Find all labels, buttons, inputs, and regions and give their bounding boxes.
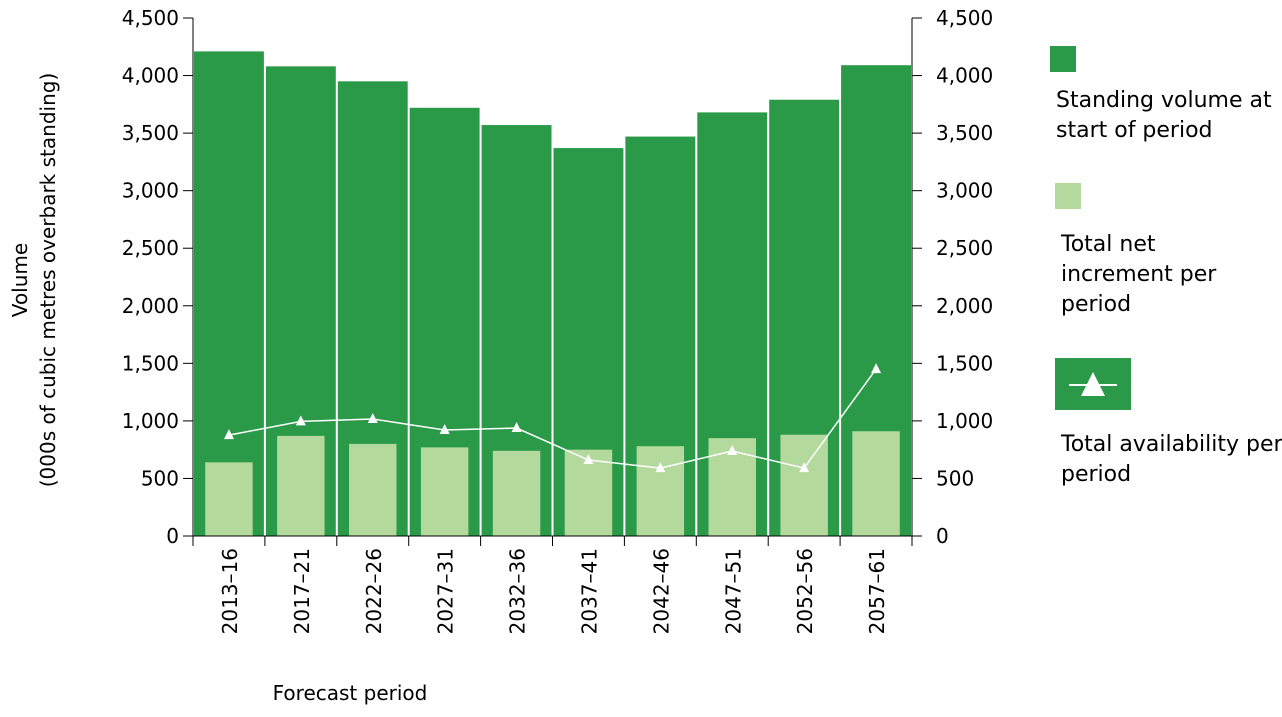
bar bbox=[636, 446, 685, 536]
x-tick-label: 2057–61 bbox=[865, 548, 889, 634]
y2-tick-label: 4,500 bbox=[936, 6, 993, 30]
x-tick-label: 2052–56 bbox=[793, 548, 817, 634]
marker bbox=[223, 429, 234, 440]
y-tick-label: 4,500 bbox=[122, 6, 179, 30]
bar bbox=[349, 443, 397, 536]
y2-tick-label: 500 bbox=[936, 466, 974, 490]
marker bbox=[367, 413, 378, 424]
y-tick-label: 1,500 bbox=[122, 351, 179, 375]
marker bbox=[655, 462, 666, 473]
legend-label: Total net increment per period bbox=[1061, 232, 1217, 317]
x-tick-label: 2013–16 bbox=[218, 548, 242, 634]
marker bbox=[295, 415, 306, 426]
legend-label: Total availability per period bbox=[1061, 432, 1282, 487]
y-tick-label: 0 bbox=[166, 524, 179, 548]
y-tick-label: 3,500 bbox=[122, 121, 179, 145]
y2-tick-label: 0 bbox=[936, 524, 949, 548]
x-axis-title: Forecast period bbox=[273, 681, 428, 705]
x-tick-label: 2017–21 bbox=[290, 548, 314, 634]
y-tick-label: 2,500 bbox=[122, 236, 179, 260]
marker bbox=[439, 423, 450, 434]
marker bbox=[583, 454, 594, 465]
y2-tick-label: 2,500 bbox=[936, 236, 993, 260]
bar bbox=[780, 434, 828, 536]
x-tick-label: 2037–41 bbox=[577, 548, 601, 634]
y2-tick-label: 3,000 bbox=[936, 179, 993, 203]
marker bbox=[871, 363, 882, 374]
line bbox=[228, 368, 877, 469]
marker bbox=[727, 445, 738, 456]
x-tick-label: 2027–31 bbox=[434, 548, 458, 634]
y2-tick-label: 1,000 bbox=[936, 409, 993, 433]
y-axis-title: Volume bbox=[8, 243, 32, 317]
y-tick-label: 3,000 bbox=[122, 179, 179, 203]
marker bbox=[799, 462, 810, 473]
y2-tick-label: 4,000 bbox=[936, 64, 993, 88]
marker bbox=[511, 422, 522, 433]
y-tick-label: 500 bbox=[141, 466, 179, 490]
legend-swatch bbox=[1050, 46, 1076, 72]
y-tick-label: 1,000 bbox=[122, 409, 179, 433]
legend-swatch bbox=[1055, 183, 1081, 209]
legend-label: Standing volume at start of period bbox=[1056, 88, 1272, 143]
bar bbox=[420, 447, 469, 536]
bar bbox=[277, 435, 325, 536]
x-tick-label: 2032–36 bbox=[506, 548, 530, 634]
bar bbox=[564, 449, 613, 536]
bar bbox=[205, 462, 253, 536]
bar bbox=[492, 450, 541, 536]
x-tick-label: 2022–26 bbox=[362, 548, 386, 634]
y-tick-label: 4,000 bbox=[122, 64, 179, 88]
legend-swatch-marker bbox=[1081, 372, 1105, 396]
y2-tick-label: 3,500 bbox=[936, 121, 993, 145]
y2-tick-label: 2,000 bbox=[936, 294, 993, 318]
bar bbox=[852, 431, 900, 536]
y-axis-title: (000s of cubic metres overbark standing) bbox=[36, 73, 60, 488]
bar bbox=[194, 51, 264, 536]
x-tick-label: 2047–51 bbox=[721, 548, 745, 634]
x-tick-label: 2042–46 bbox=[649, 548, 673, 634]
y2-tick-label: 1,500 bbox=[936, 351, 993, 375]
y-tick-label: 2,000 bbox=[122, 294, 179, 318]
